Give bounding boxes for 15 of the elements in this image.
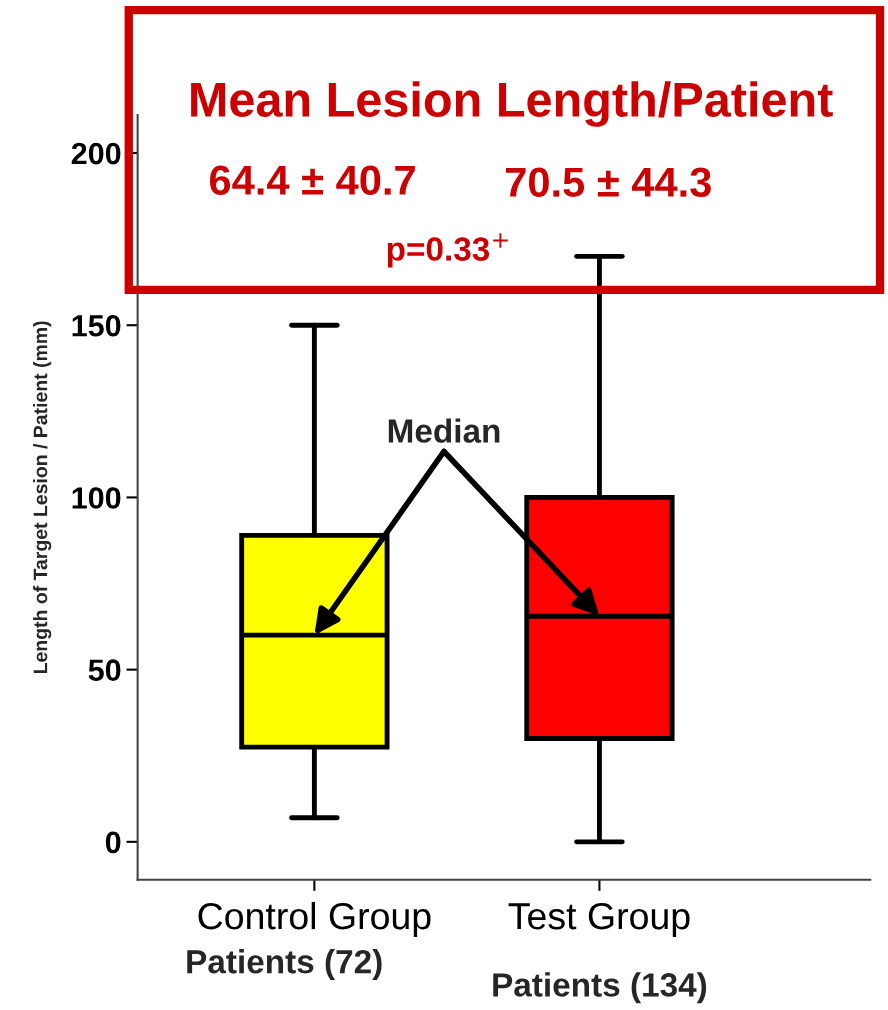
- annotation: 64.4 ± 40.7: [210, 165, 415, 195]
- y-tick-label: 150: [72, 314, 121, 337]
- y-tick-label: 100: [72, 487, 121, 509]
- x-tick-label: Control Group: [198, 901, 431, 937]
- annotation: 70.5 ± 44.3: [505, 167, 711, 198]
- x-tick-label: Test Group: [508, 902, 690, 937]
- y-tick-label: 50: [88, 659, 121, 681]
- annotation: Median: [388, 418, 500, 443]
- y-tick-label: 0: [105, 831, 121, 854]
- text: Patients (72): [187, 949, 382, 981]
- y-tick-label: 200: [71, 142, 121, 165]
- text: Patients (134): [493, 972, 707, 1004]
- annotation: p=0.33$^{+}$: [387, 233, 508, 268]
- chart-title: Mean Lesion Length/Patient: [191, 81, 833, 127]
- y-axis-title: Length of Target Lesion / Patient (mm): [33, 321, 52, 674]
